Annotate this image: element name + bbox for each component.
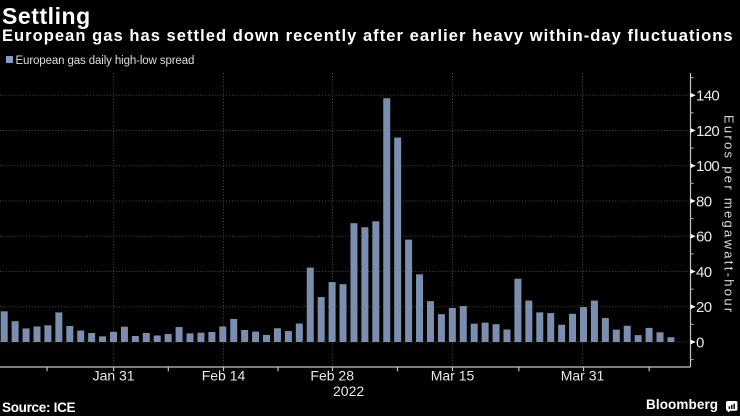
- svg-text:Mar 31: Mar 31: [561, 368, 605, 384]
- svg-text:Feb 28: Feb 28: [310, 368, 354, 384]
- svg-text:Euros per megawatt-hour: Euros per megawatt-hour: [722, 115, 737, 315]
- svg-text:Feb 14: Feb 14: [202, 368, 246, 384]
- svg-text:Jan 31: Jan 31: [93, 368, 135, 384]
- svg-text:100: 100: [696, 158, 719, 175]
- svg-text:40: 40: [696, 264, 712, 281]
- svg-text:20: 20: [696, 299, 712, 316]
- svg-text:0: 0: [696, 334, 704, 351]
- svg-text:Mar 15: Mar 15: [431, 368, 475, 384]
- svg-text:2022: 2022: [333, 383, 364, 399]
- svg-text:120: 120: [696, 123, 719, 140]
- svg-text:140: 140: [696, 88, 719, 105]
- svg-text:80: 80: [696, 193, 712, 210]
- svg-text:60: 60: [696, 229, 712, 246]
